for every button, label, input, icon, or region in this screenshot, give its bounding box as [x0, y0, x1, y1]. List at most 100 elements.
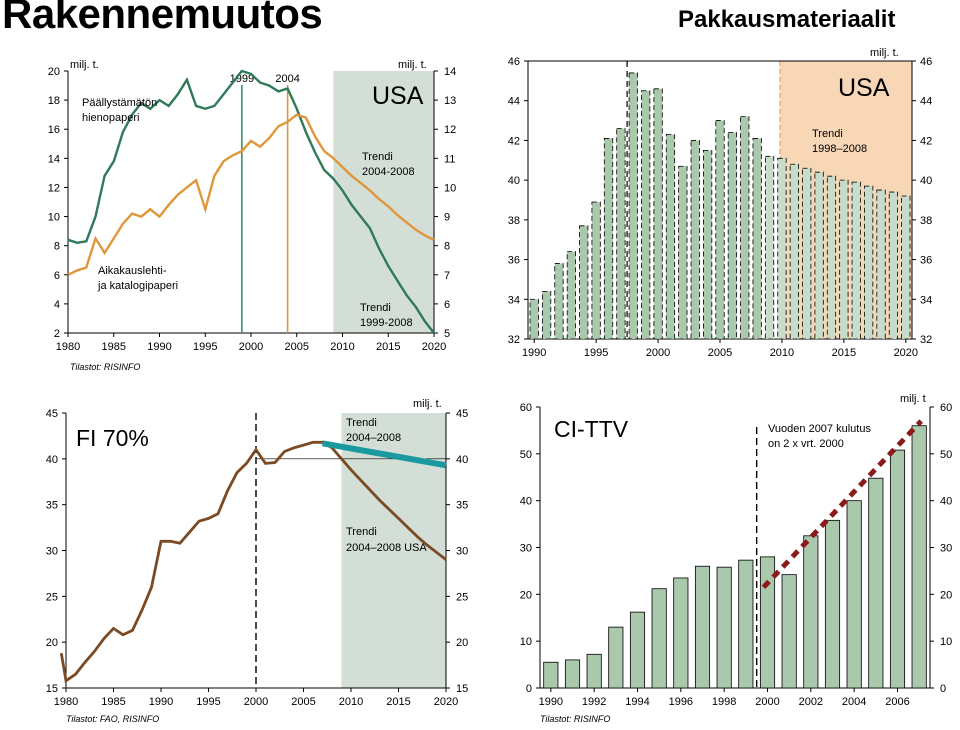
y-tick-label-left: 44	[508, 96, 520, 108]
annotation: 2004–2008 USA	[346, 542, 427, 554]
x-tick-label: 2000	[239, 341, 263, 353]
y-tick-label-right: 10	[444, 182, 456, 194]
x-tick-label: 1998	[712, 696, 736, 708]
y-tick-label-right: 40	[456, 454, 468, 466]
y-tick-label-right: 13	[444, 95, 456, 107]
y-tick-label-right: 14	[444, 66, 456, 78]
x-tick-label: 2010	[339, 696, 363, 708]
x-tick-label: 1990	[522, 347, 546, 359]
y-tick-label-right: 40	[920, 175, 932, 187]
bar	[781, 574, 797, 689]
y-tick-label-left: 36	[508, 255, 520, 267]
bar	[653, 88, 663, 340]
x-tick-label: 1980	[54, 696, 78, 708]
y-tick-label-right: 30	[940, 543, 952, 555]
source-note: Tilastot: RISINFO	[70, 362, 140, 372]
bar	[641, 90, 651, 340]
bar	[554, 263, 564, 340]
page-title-left: Rakennemuutos	[2, 0, 323, 37]
unit-right: milj. t.	[398, 59, 427, 71]
y-tick-label-right: 5	[444, 328, 450, 340]
x-tick-label: 1994	[625, 696, 649, 708]
x-tick-label: 2015	[832, 347, 856, 359]
annotation: Trendi	[812, 128, 843, 140]
bar	[824, 519, 841, 689]
x-tick-label: 1990	[539, 696, 563, 708]
y-tick-label-right: 9	[444, 212, 450, 224]
y-tick-label-left: 10	[48, 212, 60, 224]
x-tick-label: 2006	[885, 696, 909, 708]
y-tick-label-left: 34	[508, 294, 520, 306]
bar	[586, 653, 602, 689]
y-tick-label-right: 35	[456, 500, 468, 512]
x-tick-label: 2015	[386, 696, 410, 708]
y-tick-label-right: 20	[940, 589, 952, 601]
bar	[727, 132, 737, 340]
dotted-trend-line	[761, 419, 923, 590]
y-tick-label-right: 11	[444, 153, 455, 165]
y-tick-label-left: 0	[526, 683, 532, 695]
y-tick-label-left: 46	[508, 56, 520, 68]
x-tick-label: 1985	[102, 341, 126, 353]
y-tick-label-left: 15	[46, 683, 58, 695]
year-marker-label: 2004	[275, 73, 299, 85]
annotation: Trendi	[362, 151, 393, 163]
bar	[543, 661, 559, 689]
y-tick-label-left: 6	[54, 270, 60, 282]
y-tick-label-right: 42	[920, 135, 932, 147]
x-tick-label: 1995	[193, 341, 217, 353]
x-tick-label: 2020	[422, 341, 446, 353]
x-tick-label: 2015	[376, 341, 400, 353]
bar	[826, 175, 837, 340]
bar	[703, 149, 713, 340]
y-tick-label-right: 8	[444, 241, 450, 253]
y-tick-label-left: 2	[54, 328, 60, 340]
x-tick-label: 2004	[842, 696, 866, 708]
annotation: Aikakauslehti-	[98, 265, 167, 277]
bar	[868, 477, 884, 689]
y-tick-label-right: 32	[920, 334, 932, 346]
y-tick-label-left: 50	[520, 449, 532, 461]
y-tick-label-left: 14	[48, 153, 60, 165]
bar	[738, 559, 754, 689]
bar	[759, 556, 776, 689]
x-tick-label: 2005	[291, 696, 315, 708]
bar	[591, 201, 601, 340]
y-tick-label-right: 10	[940, 636, 952, 648]
unit-label: milj. t.	[870, 47, 899, 59]
x-tick-label: 1992	[582, 696, 606, 708]
x-tick-label: 2000	[244, 696, 268, 708]
bar	[603, 138, 614, 340]
bar	[579, 225, 589, 340]
x-tick-label: 2000	[755, 696, 779, 708]
y-tick-label-right: 20	[456, 637, 468, 649]
annotation: Päällystämätön	[82, 97, 157, 109]
bar	[888, 191, 899, 340]
bar	[694, 565, 711, 689]
unit-label: milj. t	[900, 393, 926, 405]
y-tick-label-right: 7	[444, 270, 450, 282]
bar	[651, 588, 667, 689]
source-note: Tilastot: RISINFO	[540, 714, 610, 724]
y-tick-label-left: 30	[520, 543, 532, 555]
y-tick-label-left: 40	[46, 454, 58, 466]
y-tick-label-left: 10	[520, 636, 532, 648]
annotation: Trendi	[346, 526, 377, 538]
y-tick-label-right: 36	[920, 255, 932, 267]
bar	[716, 566, 732, 689]
bar	[616, 128, 626, 340]
y-tick-label-left: 18	[48, 95, 60, 107]
x-tick-label: 1980	[56, 341, 80, 353]
page-title-right: Pakkausmateriaalit	[678, 6, 896, 33]
y-tick-label-left: 30	[46, 546, 58, 558]
y-tick-label-left: 42	[508, 135, 520, 147]
bar	[529, 298, 539, 340]
y-tick-label-right: 25	[456, 591, 468, 603]
bar	[678, 165, 688, 340]
annotation: Vuoden 2007 kulutus	[768, 423, 871, 435]
bar	[715, 120, 725, 340]
bar	[564, 659, 581, 689]
y-tick-label-right: 15	[456, 683, 468, 695]
x-tick-label: 2005	[285, 341, 309, 353]
